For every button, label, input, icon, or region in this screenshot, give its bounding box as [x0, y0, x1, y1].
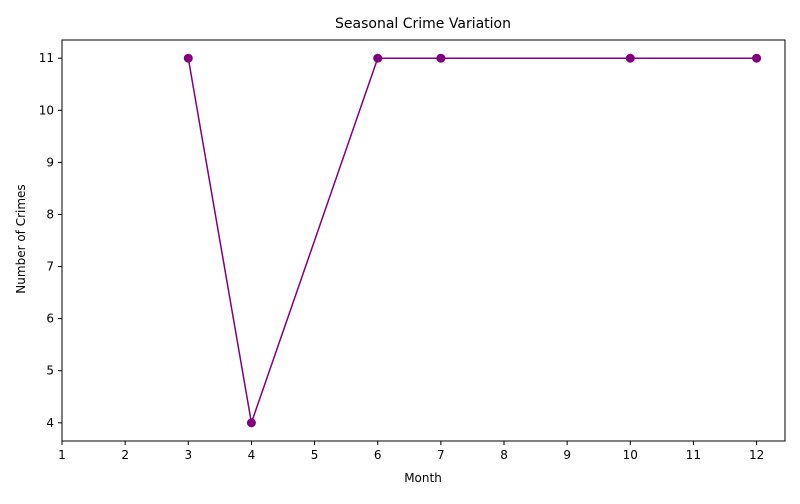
y-tick-label: 6 [46, 312, 54, 326]
y-axis-label: Number of Crimes [14, 184, 28, 293]
x-tick-label: 7 [437, 448, 445, 462]
series-layer [183, 53, 762, 428]
y-tick-label: 10 [39, 103, 54, 117]
x-axis-label: Month [404, 471, 442, 485]
x-tick-label: 3 [184, 448, 192, 462]
x-tick-label: 1 [58, 448, 66, 462]
x-tick-label: 6 [374, 448, 382, 462]
x-tick-label: 8 [500, 448, 508, 462]
data-point [183, 53, 193, 63]
y-tick-label: 4 [46, 416, 54, 430]
x-tick-label: 2 [121, 448, 129, 462]
series-line [187, 57, 757, 424]
data-point [373, 53, 383, 63]
y-tick-label: 9 [46, 155, 54, 169]
x-tick-label: 11 [686, 448, 701, 462]
data-point [752, 53, 762, 63]
y-tick-label: 11 [39, 51, 54, 65]
x-tick-label: 5 [311, 448, 319, 462]
x-tick-label: 10 [623, 448, 638, 462]
x-tick-label: 9 [563, 448, 571, 462]
x-tick-label: 12 [749, 448, 764, 462]
y-tick-label: 8 [46, 207, 54, 221]
y-tick-label: 5 [46, 364, 54, 378]
x-tick-label: 4 [248, 448, 256, 462]
y-tick-label: 7 [46, 260, 54, 274]
data-point [246, 418, 256, 428]
plot-frame [61, 39, 786, 442]
data-point [625, 53, 635, 63]
data-point [436, 53, 446, 63]
chart-title: Seasonal Crime Variation [335, 16, 511, 32]
